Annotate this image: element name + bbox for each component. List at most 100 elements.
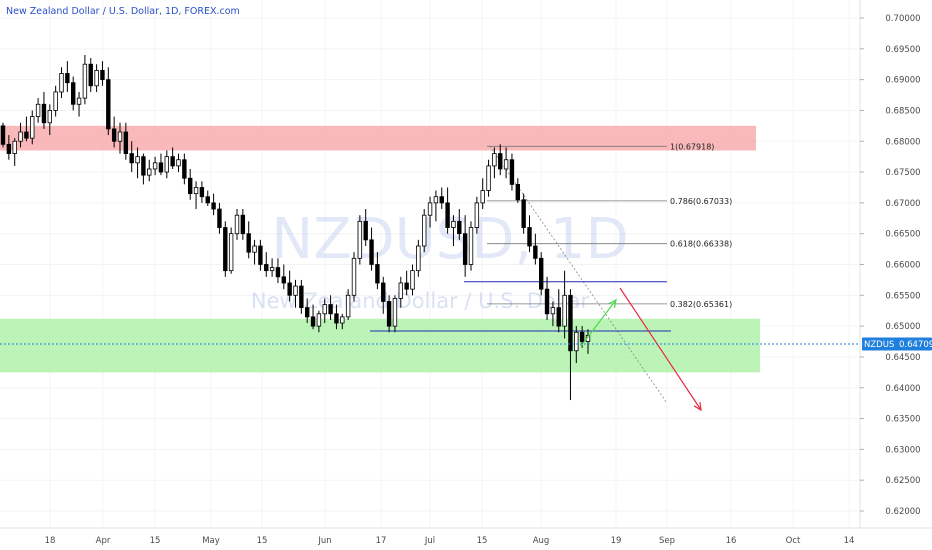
- candle: [205, 196, 210, 204]
- x-tick-label: Jul: [424, 536, 435, 546]
- candle: [47, 110, 52, 124]
- x-tick-label: 16: [726, 536, 737, 546]
- y-tick-label: 0.63500: [885, 415, 920, 425]
- candle: [147, 168, 152, 176]
- candle: [100, 69, 105, 81]
- candle: [381, 282, 386, 302]
- price-tag-symbol-bg: [862, 337, 903, 351]
- candle: [94, 69, 99, 87]
- candle: [217, 208, 222, 228]
- candle: [574, 331, 579, 352]
- y-tick-label: 0.70000: [885, 14, 920, 24]
- candle: [451, 220, 456, 228]
- fib-label: 1(0.67918): [670, 142, 714, 151]
- candle: [228, 233, 234, 272]
- candle: [421, 214, 427, 247]
- y-axis[interactable]: 0.70000 0.69500 0.69000 0.68500 0.68000 0.675…: [860, 14, 921, 517]
- candle: [299, 285, 304, 309]
- candle: [462, 233, 468, 265]
- green-arrow-head: [608, 298, 617, 308]
- candle: [30, 116, 35, 139]
- y-tick-label: 0.64500: [885, 353, 920, 363]
- candle: [427, 202, 433, 216]
- candle: [76, 97, 82, 105]
- candle: [351, 257, 357, 296]
- candle: [264, 264, 269, 272]
- candle: [568, 294, 573, 352]
- candle: [474, 202, 480, 228]
- x-tick-label: 14: [844, 536, 855, 546]
- candle: [310, 316, 316, 327]
- y-tick-label: 0.67000: [885, 199, 920, 209]
- candle: [527, 227, 532, 247]
- candle: [515, 183, 520, 201]
- candle: [6, 143, 12, 154]
- candle: [111, 128, 117, 142]
- candle: [281, 276, 286, 284]
- candle: [480, 190, 485, 204]
- candle: [182, 159, 187, 179]
- chart-title: New Zealand Dollar / U.S. Dollar, 1D, FO…: [6, 6, 240, 17]
- candle: [521, 199, 526, 228]
- x-tick-label: 15: [150, 536, 161, 546]
- candle: [345, 294, 351, 318]
- price-tag-symbol: NZDUSD: [864, 340, 901, 350]
- candle: [53, 91, 58, 111]
- candle: [170, 156, 175, 167]
- y-tick-label: 0.62500: [885, 476, 920, 486]
- candle: [404, 282, 409, 290]
- candle: [152, 162, 158, 170]
- candle: [539, 257, 544, 290]
- red-arrow-head: [693, 401, 702, 412]
- x-tick-label: 15: [477, 536, 488, 546]
- watermark-symbol: NZDUSD, 1D: [271, 207, 628, 272]
- candle: [544, 288, 550, 315]
- projection-arrows: [580, 287, 702, 412]
- y-tick-label: 0.65000: [885, 322, 920, 332]
- candle: [59, 73, 64, 93]
- candle: [246, 233, 251, 253]
- candle: [240, 214, 246, 235]
- candle: [275, 267, 281, 278]
- candle: [445, 202, 450, 228]
- candle: [18, 131, 23, 142]
- candle: [392, 297, 398, 327]
- candle: [556, 307, 561, 327]
- candle: [234, 214, 240, 235]
- candle: [293, 285, 298, 296]
- x-tick-label: 18: [45, 536, 56, 546]
- candle: [334, 313, 339, 324]
- candle: [433, 196, 439, 204]
- x-tick-label: Jun: [317, 536, 331, 546]
- fibonacci-layer: 1(0.67918) 0.786(0.67033) 0.618(0.66338) 0.…: [487, 142, 732, 404]
- candle: [304, 307, 310, 318]
- candle: [369, 239, 374, 265]
- fib-label: 0.618(0.66338): [670, 240, 732, 249]
- candle: [199, 187, 205, 198]
- y-tick-label: 0.66000: [885, 261, 920, 271]
- x-axis[interactable]: 18 Apr 15 May 15 Jun 17 Jul 15 Aug 19 Sep 16 Oct 14: [45, 536, 855, 546]
- candle: [328, 304, 333, 315]
- candle: [363, 220, 368, 241]
- watermark: NZDUSD, 1D New Zealand Dollar / U.S. Dol…: [251, 207, 629, 313]
- candle: [439, 196, 444, 204]
- candle: [211, 202, 216, 210]
- candle: [24, 131, 29, 139]
- candle: [252, 245, 257, 253]
- candle: [117, 131, 123, 142]
- x-tick-label: Oct: [786, 536, 801, 546]
- candle: [0, 125, 6, 145]
- candle: [123, 131, 129, 154]
- candle: [41, 103, 47, 124]
- candle: [498, 153, 503, 170]
- y-tick-label: 0.69000: [885, 76, 920, 86]
- levels-layer: [370, 281, 671, 332]
- y-tick-label: 0.65500: [885, 291, 920, 301]
- candle: [503, 159, 509, 170]
- y-tick-label: 0.63000: [885, 445, 920, 455]
- price-tag: NZDUSD 0.64709: [862, 337, 932, 351]
- candle: [65, 73, 70, 84]
- candle: [486, 165, 491, 191]
